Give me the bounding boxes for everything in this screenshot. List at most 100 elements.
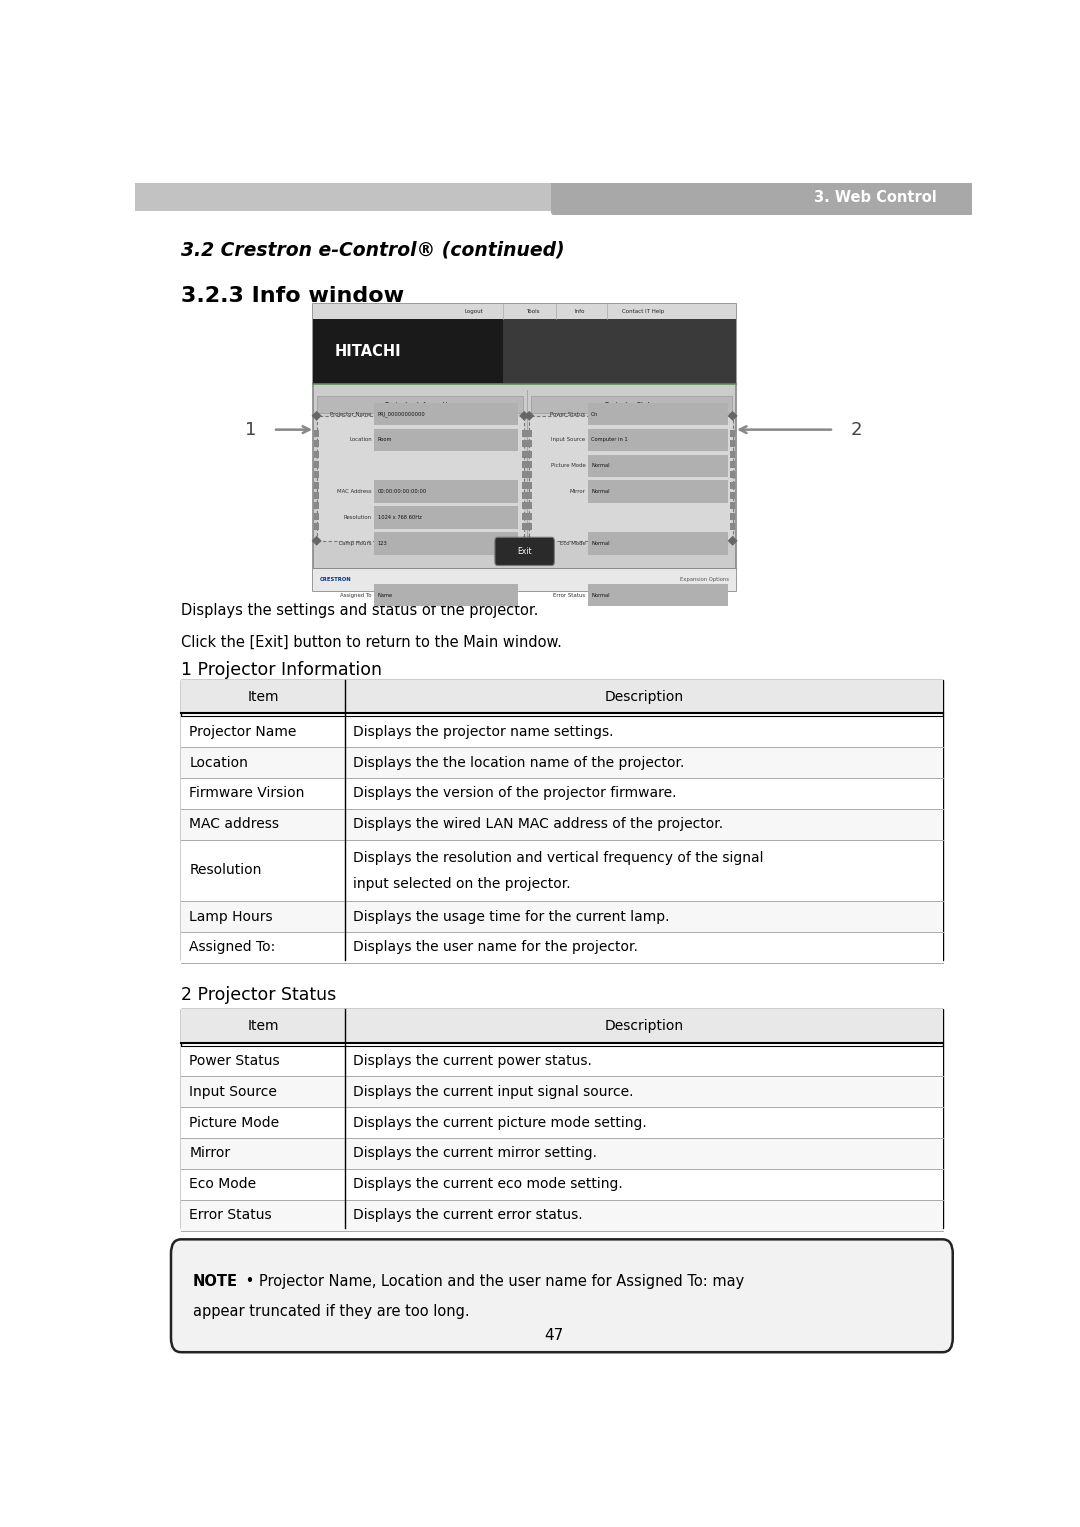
Text: 1 Projector Information: 1 Projector Information — [181, 661, 382, 678]
Bar — [314, 450, 320, 458]
Bar — [522, 440, 527, 447]
Bar — [181, 1046, 943, 1077]
Bar — [527, 431, 531, 437]
Bar — [527, 513, 531, 519]
FancyBboxPatch shape — [551, 180, 974, 215]
Bar — [730, 472, 735, 478]
Bar — [730, 513, 735, 519]
Text: Click the [Exit] button to return to the Main window.: Click the [Exit] button to return to the… — [181, 635, 562, 649]
Bar — [527, 502, 531, 510]
Text: Projector Status: Projector Status — [605, 402, 658, 408]
Bar — [730, 492, 735, 499]
Polygon shape — [524, 536, 535, 545]
Bar — [588, 429, 728, 450]
Bar — [314, 431, 320, 437]
Bar — [314, 481, 320, 489]
Text: Item: Item — [247, 690, 279, 704]
Polygon shape — [728, 411, 738, 421]
Bar — [181, 1168, 943, 1200]
Bar — [527, 472, 531, 478]
Text: Input Source: Input Source — [551, 437, 585, 443]
Text: Firmware Virsion: Firmware Virsion — [189, 786, 305, 800]
Bar — [314, 472, 320, 478]
Bar — [181, 1200, 943, 1231]
Bar — [730, 524, 735, 530]
Bar — [522, 431, 527, 437]
Text: Displays the current input signal source.: Displays the current input signal source… — [353, 1084, 634, 1099]
Bar — [313, 319, 735, 385]
Text: Tools: Tools — [526, 310, 540, 315]
Text: Contact IT Help: Contact IT Help — [622, 310, 664, 315]
Text: Mirror: Mirror — [189, 1147, 230, 1161]
Bar — [375, 583, 518, 606]
Bar — [588, 583, 728, 606]
Bar — [314, 440, 320, 447]
Text: Location: Location — [189, 756, 248, 770]
Bar — [135, 183, 972, 211]
Bar — [503, 319, 735, 385]
Polygon shape — [524, 411, 535, 421]
Text: Room: Room — [378, 437, 392, 443]
Bar — [730, 450, 735, 458]
Bar — [527, 492, 531, 499]
Bar — [181, 716, 943, 747]
Text: 123: 123 — [378, 541, 388, 547]
Bar — [181, 809, 943, 840]
Text: 3.2 Crestron e-Control® (continued): 3.2 Crestron e-Control® (continued) — [181, 241, 565, 260]
Bar — [314, 524, 320, 530]
Text: Projector Name: Projector Name — [330, 412, 372, 417]
Bar — [181, 1009, 943, 1228]
Text: Displays the wired LAN MAC address of the projector.: Displays the wired LAN MAC address of th… — [353, 817, 724, 831]
Text: Displays the current power status.: Displays the current power status. — [353, 1054, 592, 1067]
Polygon shape — [312, 536, 322, 545]
Text: Expansion Options: Expansion Options — [680, 577, 729, 582]
Text: Picture Mode: Picture Mode — [551, 463, 585, 469]
Text: Displays the settings and status of the projector.: Displays the settings and status of the … — [181, 603, 539, 618]
Bar — [527, 440, 531, 447]
Text: Assigned To: Assigned To — [340, 592, 372, 597]
Bar — [318, 395, 523, 414]
Text: Input Source: Input Source — [189, 1084, 278, 1099]
Bar — [531, 395, 732, 414]
Bar — [313, 304, 735, 319]
Text: 2 Projector Status: 2 Projector Status — [181, 986, 336, 1003]
Bar — [522, 524, 527, 530]
Text: Description: Description — [604, 690, 684, 704]
Text: Displays the current error status.: Displays the current error status. — [353, 1208, 583, 1222]
Bar — [730, 461, 735, 469]
Text: Normal: Normal — [591, 489, 610, 495]
Text: Displays the usage time for the current lamp.: Displays the usage time for the current … — [353, 910, 670, 924]
Text: Mirror: Mirror — [569, 489, 585, 495]
Text: Eco Mode: Eco Mode — [559, 541, 585, 547]
Bar — [181, 840, 943, 901]
Text: Name: Name — [378, 592, 393, 597]
Text: • Projector Name, Location and the user name for Assigned To: may: • Projector Name, Location and the user … — [241, 1274, 744, 1289]
Text: Error Status: Error Status — [553, 592, 585, 597]
Bar — [522, 461, 527, 469]
Text: 00:00:00:00:00:00: 00:00:00:00:00:00 — [378, 489, 427, 495]
Text: 1024 x 768 60Hz: 1024 x 768 60Hz — [378, 515, 421, 521]
Text: 3. Web Control: 3. Web Control — [814, 189, 936, 205]
Bar — [181, 931, 943, 964]
Text: Displays the current mirror setting.: Displays the current mirror setting. — [353, 1147, 597, 1161]
Bar — [588, 455, 728, 476]
Text: Displays the user name for the projector.: Displays the user name for the projector… — [353, 941, 638, 954]
Text: Normal: Normal — [591, 463, 610, 469]
Text: 1: 1 — [245, 420, 256, 438]
Text: Displays the version of the projector firmware.: Displays the version of the projector fi… — [353, 786, 677, 800]
Text: Normal: Normal — [591, 592, 610, 597]
Polygon shape — [312, 411, 322, 421]
Bar — [375, 403, 518, 425]
Bar — [522, 450, 527, 458]
Bar — [730, 481, 735, 489]
Text: Power Status: Power Status — [550, 412, 585, 417]
Text: Displays the projector name settings.: Displays the projector name settings. — [353, 725, 613, 739]
Text: Lamp Hours: Lamp Hours — [339, 541, 372, 547]
Bar — [375, 533, 518, 554]
Text: Projector Name: Projector Name — [189, 725, 297, 739]
Bar — [135, 183, 595, 211]
Text: Exit: Exit — [517, 547, 532, 556]
Text: Power Status: Power Status — [189, 1054, 280, 1067]
Text: MAC Address: MAC Address — [337, 489, 372, 495]
Text: Resolution: Resolution — [343, 515, 372, 521]
